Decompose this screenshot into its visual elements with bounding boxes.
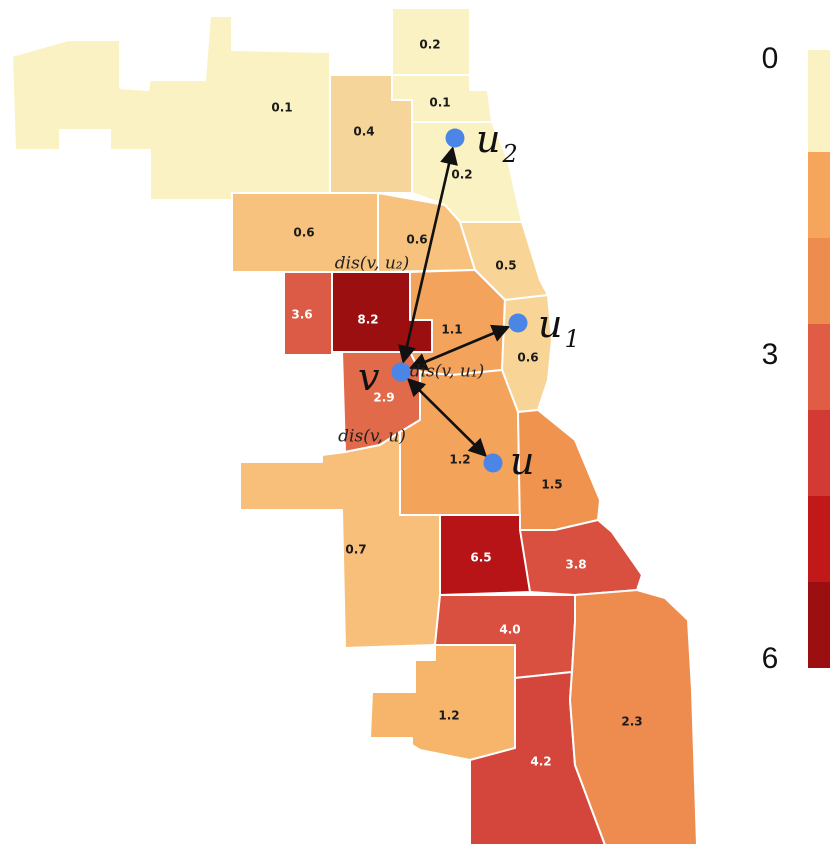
region-label-south-lake: 1.5: [541, 478, 562, 492]
region-label-north-3: 0.2: [451, 168, 472, 182]
region-label-center-north: 0.6: [406, 233, 427, 247]
region-label-south-mid: 6.5: [470, 551, 491, 565]
node-v-marker: [391, 362, 411, 382]
legend-swatch: [808, 152, 830, 238]
region-far-southwest: [369, 644, 516, 761]
distance-edges: [398, 146, 511, 458]
node-u-label: u: [510, 439, 534, 483]
node-u1-marker: [508, 313, 528, 333]
node-v-label: v: [358, 355, 380, 399]
color-legend: 0 3 6: [762, 42, 830, 675]
region-label-west-side-b: 8.2: [357, 313, 378, 327]
region-label-southwest-a: 2.9: [373, 391, 394, 405]
region-label-north-2: 0.1: [429, 96, 450, 110]
region-far-southeast: [569, 589, 698, 846]
legend-tick-label: 6: [762, 642, 779, 675]
region-label-north-center: 0.4: [353, 125, 374, 139]
region-label-far-south-a: 4.0: [499, 623, 520, 637]
region-label-west-north: 0.6: [293, 226, 314, 240]
edge-label-v-u2: dis(v, u₂): [335, 254, 409, 274]
legend-swatch: [808, 496, 830, 582]
node-u2-marker: [445, 128, 465, 148]
region-label-far-southwest: 1.2: [438, 709, 459, 723]
legend-swatch: [808, 410, 830, 496]
node-u2-label: u2: [476, 117, 518, 168]
region-label-south-east: 3.8: [565, 558, 586, 572]
region-label-far-south-b: 4.2: [530, 755, 551, 769]
region-label-far-northwest: 0.1: [271, 101, 292, 115]
region-label-lakeshore-mid: 0.6: [517, 351, 538, 365]
edge-v-u1: [408, 324, 511, 371]
region-west-side-a: [283, 271, 333, 356]
region-label-south-center: 1.2: [449, 453, 470, 467]
region-value-labels: 0.1 0.2 0.1 0.2 0.4 0.6 0.6 0.5 3.6 8.2 1.1 0.6 2.9 1…: [271, 38, 642, 769]
node-u1-label: u1: [538, 302, 580, 353]
edge-v-u: [406, 377, 488, 458]
regions-layer: [11, 7, 698, 846]
edge-label-v-u1: dis(v, u₁): [410, 362, 484, 382]
region-label-west-side-a: 3.6: [291, 308, 312, 322]
region-label-southwest-b: 0.7: [345, 543, 366, 557]
region-label-far-southeast: 2.3: [621, 715, 642, 729]
edge-label-v-u: dis(v, u): [338, 427, 406, 447]
legend-swatch: [808, 50, 830, 152]
legend-swatch: [808, 582, 830, 668]
node-u-marker: [483, 453, 503, 473]
region-label-lakeshore-north: 0.5: [495, 259, 516, 273]
region-label-north-top: 0.2: [419, 38, 440, 52]
legend-tick-label: 3: [762, 338, 779, 371]
legend-tick-label: 0: [762, 42, 779, 75]
region-south-east: [519, 519, 643, 596]
region-label-near-west: 1.1: [441, 323, 462, 337]
distance-labels: dis(v, u₂) dis(v, u₁) dis(v, u): [335, 254, 484, 447]
legend-swatch: [808, 238, 830, 324]
legend-swatch: [808, 324, 830, 410]
